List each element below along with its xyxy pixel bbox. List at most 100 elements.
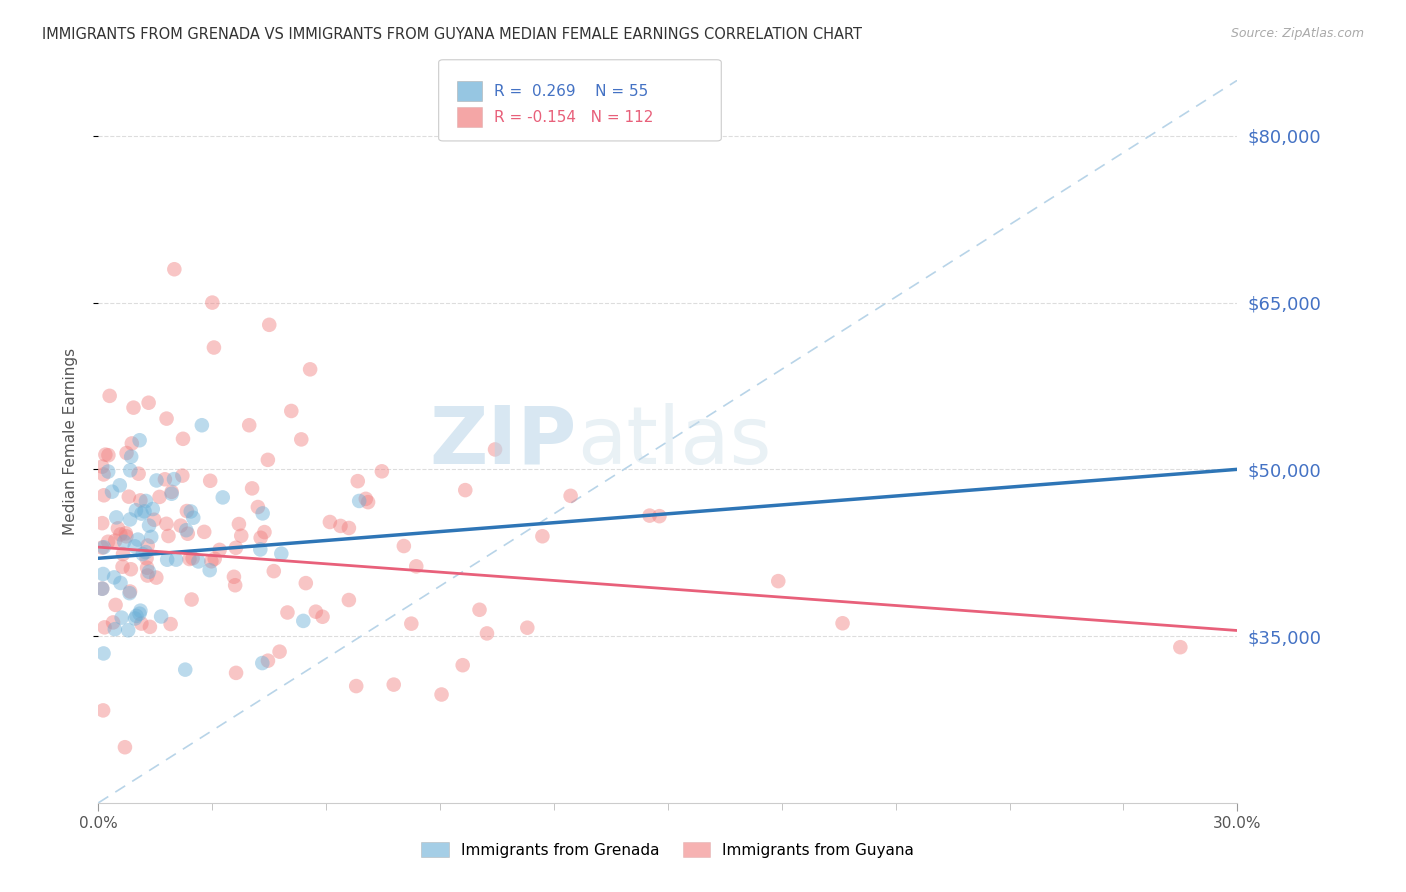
Point [179,552,201,566]
Point [191,418,214,433]
Point [115,529,138,543]
Point [231,529,253,543]
Text: atlas: atlas [576,402,770,481]
Point [180,504,202,518]
Point [831,616,853,631]
Point [392,539,415,553]
Point [560,489,582,503]
Point [91,703,114,717]
Point [138,518,160,533]
Point [94,448,117,462]
Point [160,487,183,501]
Point [222,570,245,584]
Point [97,534,120,549]
Point [246,500,269,514]
Point [201,295,224,310]
Point [128,434,150,448]
Point [344,679,367,693]
Point [224,578,246,592]
Point [120,463,142,477]
Point [292,614,315,628]
Point [337,593,360,607]
Point [181,510,204,524]
Point [129,493,152,508]
Point [145,474,167,488]
Point [225,541,247,555]
Point [118,586,141,600]
Text: Source: ZipAtlas.com: Source: ZipAtlas.com [1230,27,1364,40]
Point [211,491,233,505]
Point [371,464,394,478]
Point [516,621,538,635]
Point [132,547,155,561]
Point [107,521,129,535]
Point [138,565,160,579]
Point [115,446,138,460]
Point [127,533,149,547]
Point [299,362,322,376]
Point [118,512,141,526]
Point [134,504,156,518]
Point [155,516,177,531]
Point [290,433,312,447]
Point [131,616,153,631]
Point [120,562,142,576]
Point [136,568,159,582]
Point [172,468,194,483]
Point [104,533,127,548]
Point [93,647,115,661]
Point [638,508,661,523]
Point [252,656,274,670]
Point [531,529,554,543]
Point [357,495,380,509]
Point [93,467,115,482]
Point [155,411,177,425]
Point [153,472,176,486]
Point [118,584,141,599]
Point [110,527,132,541]
Point [93,540,115,554]
Point [114,526,136,541]
Point [169,518,191,533]
Point [204,551,226,566]
Point [768,574,790,588]
Point [430,688,453,702]
Point [468,603,491,617]
Point [91,541,114,555]
Text: ZIP: ZIP [429,402,576,481]
Point [135,494,157,508]
Point [131,507,153,521]
Point [165,552,187,566]
Point [103,570,125,584]
Point [128,467,150,481]
Point [112,534,135,549]
Point [454,483,477,497]
Point [238,418,260,433]
Point [138,395,160,409]
Point [648,509,671,524]
Point [276,606,298,620]
Point [142,502,165,516]
Point [180,592,202,607]
Text: R =  0.269    N = 55: R = 0.269 N = 55 [494,84,648,99]
Point [124,540,146,554]
Point [295,576,318,591]
Point [225,665,247,680]
Point [135,545,157,559]
Point [257,453,280,467]
Point [475,626,498,640]
Point [125,503,148,517]
Point [198,563,221,577]
Point [174,523,197,537]
Point [329,519,352,533]
Point [128,607,150,621]
Point [143,513,166,527]
Point [354,491,377,506]
Point [280,404,302,418]
Point [91,567,114,582]
Point [98,389,121,403]
Point [157,529,180,543]
Point [97,465,120,479]
Point [136,539,159,553]
Point [118,490,141,504]
